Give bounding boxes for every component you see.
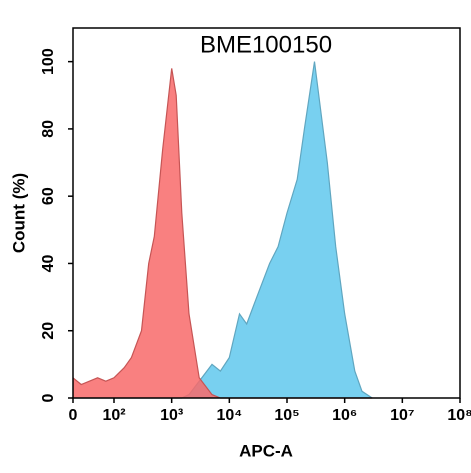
y-tick-label: 40 [40,254,57,272]
chart-title: BME100150 [200,31,332,58]
area-fill [73,68,373,399]
y-tick-label: 100 [40,48,57,75]
x-tick-label: 10⁶ [332,407,357,424]
y-tick-label: 60 [40,187,57,205]
x-tick-label: 10⁸ [447,407,471,424]
y-axis-label: Count (%) [9,173,28,253]
x-tick-label: 10³ [160,407,183,424]
y-tick-label: 0 [40,393,57,402]
y-tick-label: 80 [40,120,57,138]
plot-frame [72,27,461,399]
x-tick-label: 10⁵ [274,407,299,424]
x-tick-label: 10⁴ [216,407,242,424]
x-tick-label: 0 [69,407,78,424]
y-tick-label: 20 [40,322,57,340]
x-axis-label: APC-A [239,441,293,460]
area-fill [73,61,373,398]
x-tick-label: 10⁷ [390,407,414,424]
x-tick-label: 10² [102,407,125,424]
